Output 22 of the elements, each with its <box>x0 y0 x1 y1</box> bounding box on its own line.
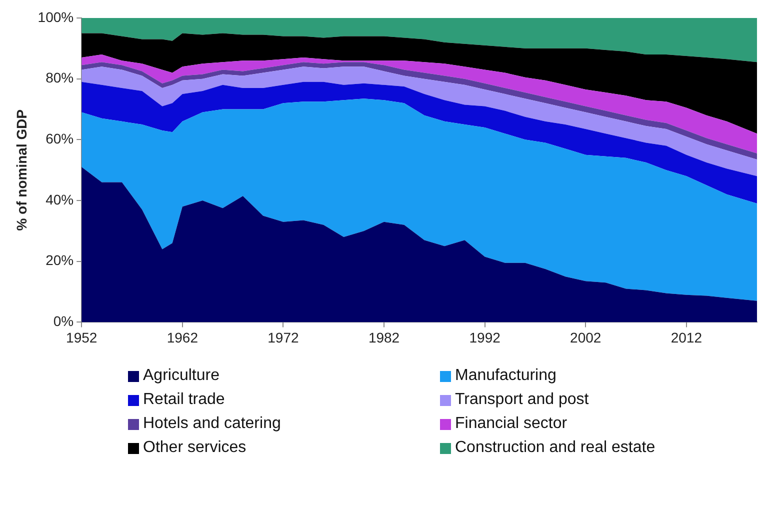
y-tick-label: 20% <box>46 252 74 268</box>
legend-label: Retail trade <box>143 391 225 409</box>
x-tick-label: 1982 <box>368 329 400 346</box>
x-tick-label: 1972 <box>268 329 299 346</box>
x-tick-label: 2012 <box>670 329 702 346</box>
y-tick-label: 60% <box>46 130 74 147</box>
legend-label: Construction and real estate <box>455 439 656 457</box>
x-tick-label: 2002 <box>570 329 602 346</box>
y-tick-label: 0% <box>53 313 74 330</box>
legend-label: Transport and post <box>455 391 589 409</box>
legend-label: Other services <box>143 439 246 457</box>
legend-label: Agriculture <box>143 367 220 385</box>
x-tick-label: 1962 <box>166 329 198 346</box>
x-tick-label: 1952 <box>66 329 98 346</box>
x-tick-label: 1992 <box>469 329 501 346</box>
y-tick-label: 80% <box>46 70 74 86</box>
y-tick-label: 40% <box>46 191 74 208</box>
legend-label: Financial sector <box>455 415 568 433</box>
legend-label: Manufacturing <box>455 367 556 385</box>
legend-label: Hotels and catering <box>143 415 281 433</box>
y-axis-title: % of nominal GDP <box>13 109 30 231</box>
y-tick-label: 100% <box>38 8 74 25</box>
